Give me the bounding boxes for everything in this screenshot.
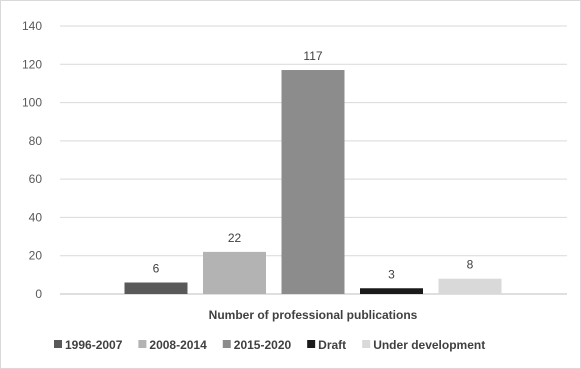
legend-label-5: Under development xyxy=(373,338,485,352)
data-label-1: 6 xyxy=(153,262,160,276)
y-tick-label: 40 xyxy=(29,210,43,224)
bar-2 xyxy=(203,251,266,294)
data-labels: 6 22 117 3 8 xyxy=(153,49,474,281)
bar-1 xyxy=(124,282,188,294)
y-axis-ticks: 0 20 40 60 80 100 120 140 xyxy=(22,19,42,301)
legend-label-3: 2015-2020 xyxy=(234,338,292,352)
y-tick-label: 120 xyxy=(22,57,42,71)
y-tick-label: 100 xyxy=(22,96,42,110)
data-label-4: 3 xyxy=(388,267,395,281)
legend-label-2: 2008-2014 xyxy=(149,338,207,352)
data-label-2: 22 xyxy=(228,231,242,245)
bar-5 xyxy=(438,278,502,294)
bar-4 xyxy=(360,288,423,294)
y-tick-label: 60 xyxy=(29,172,43,186)
legend-label-4: Draft xyxy=(318,338,346,352)
y-tick-label: 80 xyxy=(29,134,43,148)
legend-swatch-1 xyxy=(54,340,62,348)
x-axis-label: Number of professional publications xyxy=(209,308,418,322)
legend-swatch-4 xyxy=(307,340,316,348)
legend-swatch-3 xyxy=(222,340,231,348)
data-label-3: 117 xyxy=(303,49,322,63)
legend-swatch-5 xyxy=(362,340,371,348)
legend: 1996-2007 2008-2014 2015-2020 Draft Under de… xyxy=(54,338,485,352)
y-tick-label: 140 xyxy=(22,19,42,33)
bar-3 xyxy=(281,70,345,295)
legend-swatch-2 xyxy=(138,340,147,348)
bars xyxy=(124,70,502,295)
y-tick-label: 0 xyxy=(35,287,42,301)
y-tick-label: 20 xyxy=(29,249,43,263)
data-label-5: 8 xyxy=(467,258,474,272)
legend-label-1: 1996-2007 xyxy=(65,338,123,352)
